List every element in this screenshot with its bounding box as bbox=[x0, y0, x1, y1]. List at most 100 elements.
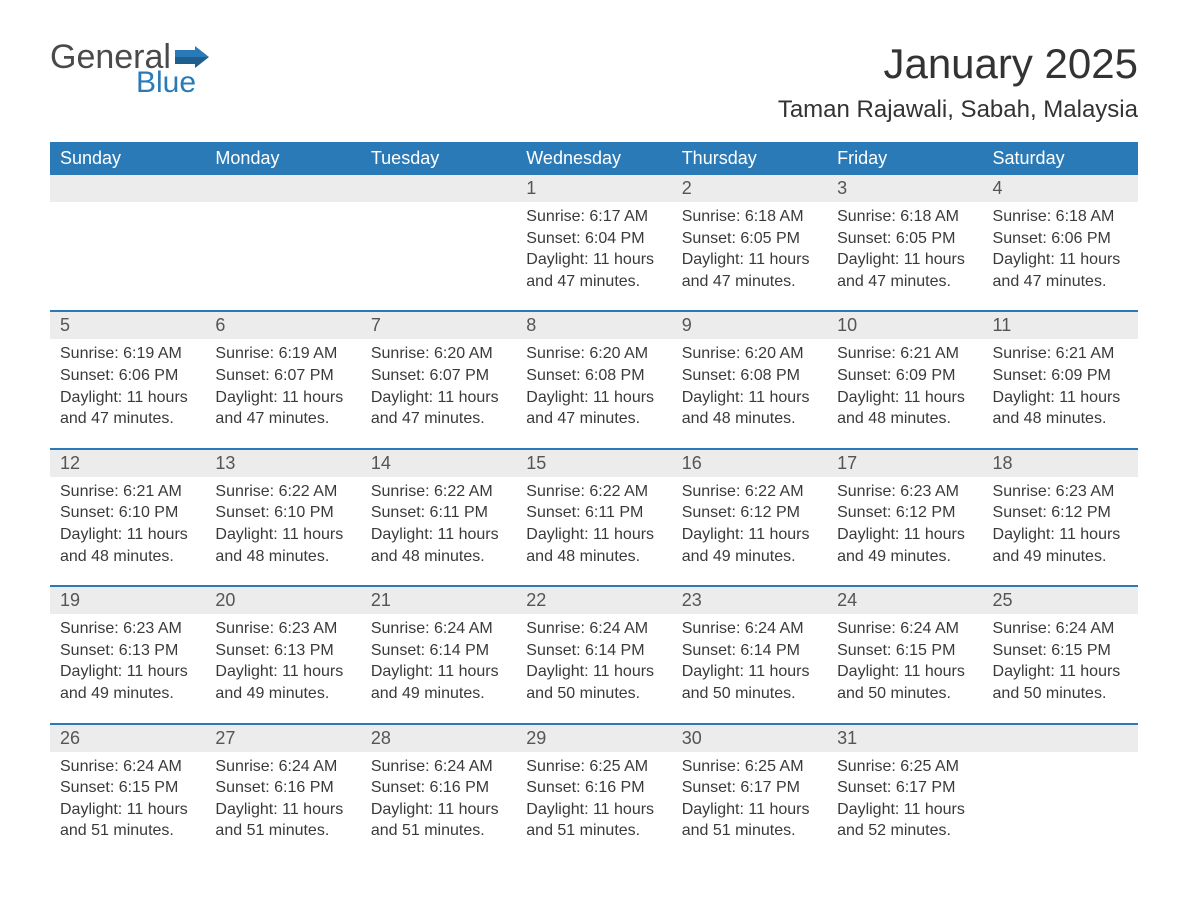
sunset-line: Sunset: 6:05 PM bbox=[837, 228, 972, 250]
day-detail-cell: Sunrise: 6:21 AMSunset: 6:10 PMDaylight:… bbox=[50, 477, 205, 586]
day-detail-cell: Sunrise: 6:22 AMSunset: 6:11 PMDaylight:… bbox=[516, 477, 671, 586]
weekday-header: Thursday bbox=[672, 142, 827, 175]
day-number-cell bbox=[205, 175, 360, 202]
daylight-line: Daylight: 11 hours and 47 minutes. bbox=[837, 249, 972, 292]
day-number-cell: 16 bbox=[672, 449, 827, 477]
day-number-cell: 12 bbox=[50, 449, 205, 477]
day-detail-cell: Sunrise: 6:20 AMSunset: 6:08 PMDaylight:… bbox=[516, 339, 671, 448]
month-title: January 2025 bbox=[778, 40, 1138, 88]
sunset-line: Sunset: 6:11 PM bbox=[526, 502, 661, 524]
day-detail-cell bbox=[983, 752, 1138, 860]
day-detail-cell: Sunrise: 6:18 AMSunset: 6:05 PMDaylight:… bbox=[672, 202, 827, 311]
day-number-cell: 8 bbox=[516, 311, 671, 339]
sunrise-line: Sunrise: 6:18 AM bbox=[682, 206, 817, 228]
sunset-line: Sunset: 6:08 PM bbox=[526, 365, 661, 387]
weekday-header: Sunday bbox=[50, 142, 205, 175]
daylight-line: Daylight: 11 hours and 49 minutes. bbox=[993, 524, 1128, 567]
sunrise-line: Sunrise: 6:22 AM bbox=[371, 481, 506, 503]
sunrise-line: Sunrise: 6:20 AM bbox=[371, 343, 506, 365]
sunset-line: Sunset: 6:09 PM bbox=[837, 365, 972, 387]
daylight-line: Daylight: 11 hours and 50 minutes. bbox=[993, 661, 1128, 704]
daylight-line: Daylight: 11 hours and 47 minutes. bbox=[993, 249, 1128, 292]
sunset-line: Sunset: 6:12 PM bbox=[682, 502, 817, 524]
sunset-line: Sunset: 6:14 PM bbox=[682, 640, 817, 662]
daylight-line: Daylight: 11 hours and 51 minutes. bbox=[526, 799, 661, 842]
sunset-line: Sunset: 6:14 PM bbox=[526, 640, 661, 662]
sunrise-line: Sunrise: 6:24 AM bbox=[993, 618, 1128, 640]
sunset-line: Sunset: 6:15 PM bbox=[993, 640, 1128, 662]
sunrise-line: Sunrise: 6:22 AM bbox=[215, 481, 350, 503]
daylight-line: Daylight: 11 hours and 50 minutes. bbox=[682, 661, 817, 704]
day-detail-cell: Sunrise: 6:19 AMSunset: 6:06 PMDaylight:… bbox=[50, 339, 205, 448]
sunset-line: Sunset: 6:13 PM bbox=[60, 640, 195, 662]
day-number-cell: 30 bbox=[672, 724, 827, 752]
sunrise-line: Sunrise: 6:22 AM bbox=[526, 481, 661, 503]
sunset-line: Sunset: 6:08 PM bbox=[682, 365, 817, 387]
sunrise-line: Sunrise: 6:22 AM bbox=[682, 481, 817, 503]
daylight-line: Daylight: 11 hours and 49 minutes. bbox=[215, 661, 350, 704]
sunrise-line: Sunrise: 6:25 AM bbox=[682, 756, 817, 778]
daylight-line: Daylight: 11 hours and 51 minutes. bbox=[60, 799, 195, 842]
day-detail-cell: Sunrise: 6:20 AMSunset: 6:08 PMDaylight:… bbox=[672, 339, 827, 448]
day-number-cell: 1 bbox=[516, 175, 671, 202]
day-detail-cell: Sunrise: 6:20 AMSunset: 6:07 PMDaylight:… bbox=[361, 339, 516, 448]
day-number-cell: 9 bbox=[672, 311, 827, 339]
sunset-line: Sunset: 6:13 PM bbox=[215, 640, 350, 662]
sunrise-line: Sunrise: 6:23 AM bbox=[993, 481, 1128, 503]
day-detail-cell bbox=[205, 202, 360, 311]
sunset-line: Sunset: 6:12 PM bbox=[837, 502, 972, 524]
day-number-cell: 28 bbox=[361, 724, 516, 752]
day-detail-cell: Sunrise: 6:23 AMSunset: 6:13 PMDaylight:… bbox=[50, 614, 205, 723]
sunset-line: Sunset: 6:09 PM bbox=[993, 365, 1128, 387]
day-number-cell: 29 bbox=[516, 724, 671, 752]
weekday-header: Saturday bbox=[983, 142, 1138, 175]
day-detail-cell: Sunrise: 6:22 AMSunset: 6:11 PMDaylight:… bbox=[361, 477, 516, 586]
day-number-cell: 7 bbox=[361, 311, 516, 339]
day-number-cell: 27 bbox=[205, 724, 360, 752]
daylight-line: Daylight: 11 hours and 52 minutes. bbox=[837, 799, 972, 842]
daylight-line: Daylight: 11 hours and 48 minutes. bbox=[371, 524, 506, 567]
day-detail-cell: Sunrise: 6:24 AMSunset: 6:16 PMDaylight:… bbox=[361, 752, 516, 860]
sunset-line: Sunset: 6:05 PM bbox=[682, 228, 817, 250]
daylight-line: Daylight: 11 hours and 49 minutes. bbox=[371, 661, 506, 704]
day-number-cell: 21 bbox=[361, 586, 516, 614]
sunset-line: Sunset: 6:17 PM bbox=[837, 777, 972, 799]
daylight-line: Daylight: 11 hours and 48 minutes. bbox=[215, 524, 350, 567]
day-detail-cell: Sunrise: 6:24 AMSunset: 6:14 PMDaylight:… bbox=[516, 614, 671, 723]
sunrise-line: Sunrise: 6:23 AM bbox=[837, 481, 972, 503]
day-detail-cell: Sunrise: 6:24 AMSunset: 6:15 PMDaylight:… bbox=[50, 752, 205, 860]
sunrise-line: Sunrise: 6:23 AM bbox=[60, 618, 195, 640]
location-subtitle: Taman Rajawali, Sabah, Malaysia bbox=[778, 96, 1138, 124]
calendar-header-row: SundayMondayTuesdayWednesdayThursdayFrid… bbox=[50, 142, 1138, 175]
daylight-line: Daylight: 11 hours and 51 minutes. bbox=[371, 799, 506, 842]
daylight-line: Daylight: 11 hours and 47 minutes. bbox=[526, 249, 661, 292]
day-detail-cell bbox=[50, 202, 205, 311]
day-detail-cell: Sunrise: 6:24 AMSunset: 6:14 PMDaylight:… bbox=[672, 614, 827, 723]
day-detail-cell: Sunrise: 6:23 AMSunset: 6:12 PMDaylight:… bbox=[983, 477, 1138, 586]
daylight-line: Daylight: 11 hours and 50 minutes. bbox=[526, 661, 661, 704]
day-number-cell: 19 bbox=[50, 586, 205, 614]
sunset-line: Sunset: 6:06 PM bbox=[993, 228, 1128, 250]
day-number-cell: 25 bbox=[983, 586, 1138, 614]
day-detail-cell: Sunrise: 6:24 AMSunset: 6:15 PMDaylight:… bbox=[827, 614, 982, 723]
sunset-line: Sunset: 6:12 PM bbox=[993, 502, 1128, 524]
daylight-line: Daylight: 11 hours and 47 minutes. bbox=[526, 387, 661, 430]
daylight-line: Daylight: 11 hours and 48 minutes. bbox=[682, 387, 817, 430]
brand-logo: General Blue bbox=[50, 40, 209, 98]
day-number-cell: 23 bbox=[672, 586, 827, 614]
sunset-line: Sunset: 6:16 PM bbox=[526, 777, 661, 799]
day-number-cell: 13 bbox=[205, 449, 360, 477]
day-number-cell bbox=[361, 175, 516, 202]
daylight-line: Daylight: 11 hours and 49 minutes. bbox=[60, 661, 195, 704]
daylight-line: Daylight: 11 hours and 48 minutes. bbox=[837, 387, 972, 430]
sunset-line: Sunset: 6:14 PM bbox=[371, 640, 506, 662]
sunset-line: Sunset: 6:07 PM bbox=[371, 365, 506, 387]
day-detail-cell: Sunrise: 6:25 AMSunset: 6:17 PMDaylight:… bbox=[672, 752, 827, 860]
sunset-line: Sunset: 6:10 PM bbox=[215, 502, 350, 524]
day-number-cell: 2 bbox=[672, 175, 827, 202]
day-number-cell: 31 bbox=[827, 724, 982, 752]
sunset-line: Sunset: 6:06 PM bbox=[60, 365, 195, 387]
weekday-header: Tuesday bbox=[361, 142, 516, 175]
day-detail-cell: Sunrise: 6:24 AMSunset: 6:14 PMDaylight:… bbox=[361, 614, 516, 723]
sunrise-line: Sunrise: 6:24 AM bbox=[371, 618, 506, 640]
